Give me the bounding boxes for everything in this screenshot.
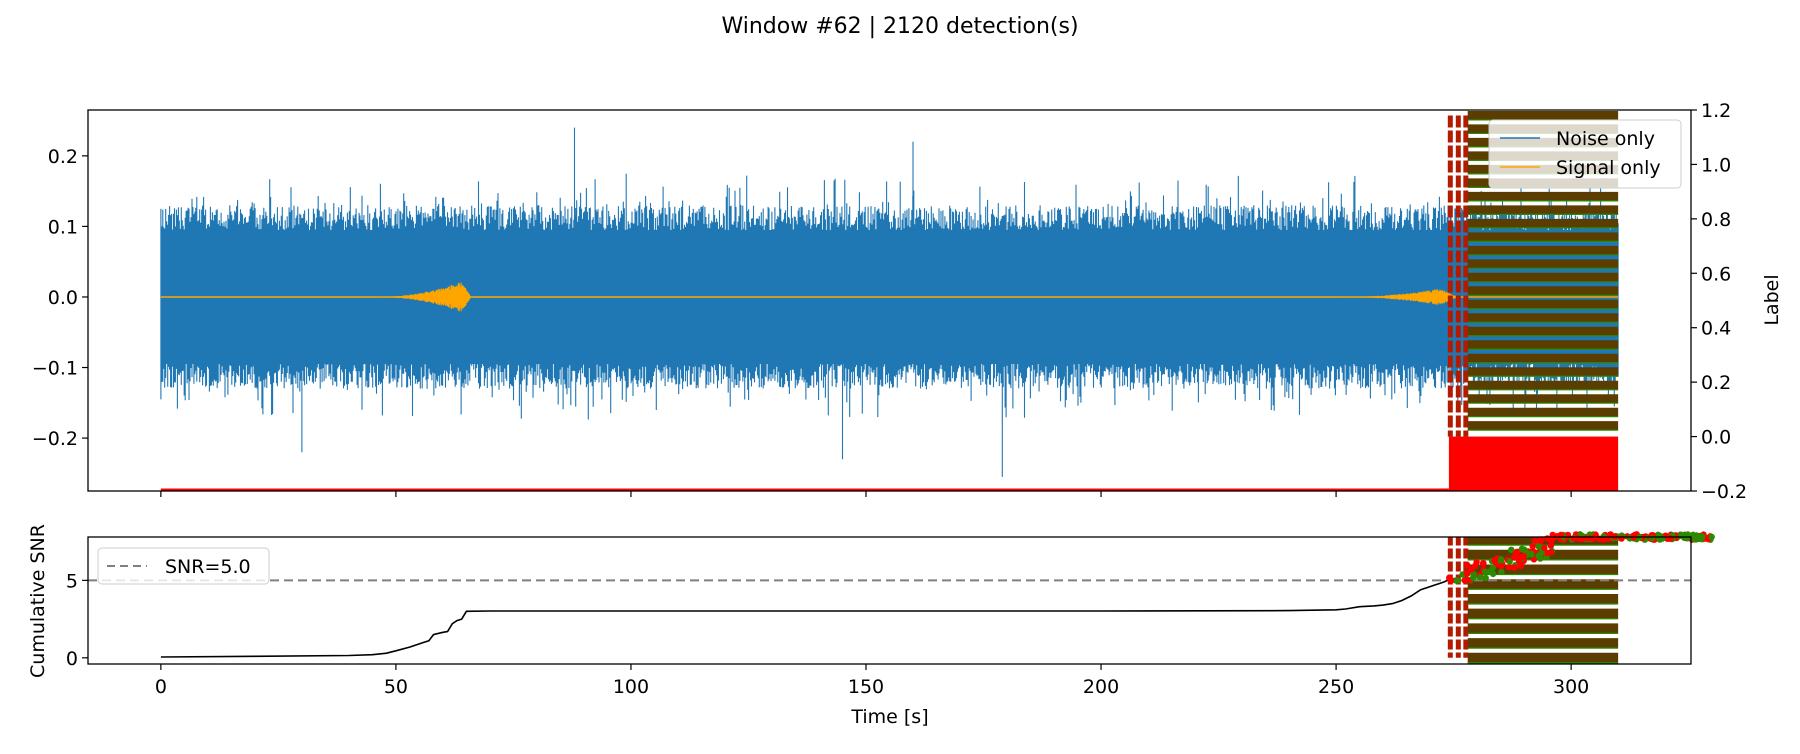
detection-point	[1520, 552, 1528, 560]
detection-point	[1667, 535, 1674, 542]
detection-point	[1505, 563, 1513, 571]
detection-point	[1491, 556, 1498, 564]
x-tick-label: 150	[848, 676, 884, 698]
detection-point	[1468, 566, 1475, 573]
legend-noise-label: Noise only	[1556, 128, 1655, 150]
detection-point	[1463, 570, 1471, 577]
detection-point	[1684, 531, 1692, 538]
snr-x-ticks: 0 50 100 150 200 250 300	[155, 664, 1589, 698]
detection-point	[1530, 556, 1538, 563]
waveform-x-ticks	[160, 491, 1572, 497]
detection-point	[1599, 536, 1607, 543]
detection-point	[1518, 545, 1526, 552]
legend-signal-label: Signal only	[1556, 157, 1661, 179]
snr-legend: SNR=5.0	[97, 547, 270, 585]
y2-tick-label: −0.2	[1701, 481, 1747, 503]
detection-point	[1527, 550, 1535, 558]
detection-point	[1517, 562, 1524, 569]
detection-point	[1531, 537, 1539, 544]
detection-point	[1515, 557, 1523, 565]
detection-point	[1648, 535, 1656, 542]
detection-point	[1656, 536, 1664, 543]
y2-tick-label: 0.0	[1701, 427, 1731, 449]
detection-point	[1541, 544, 1548, 552]
detection-point	[1498, 568, 1505, 576]
detection-point	[1511, 564, 1518, 571]
detection-scatter	[1446, 531, 1715, 584]
legend-threshold-label: SNR=5.0	[165, 556, 251, 578]
y2-tick-label: 0.8	[1701, 209, 1731, 231]
detection-point	[1548, 538, 1555, 545]
signal-waveform	[160, 282, 1619, 312]
detection-point	[1691, 535, 1699, 543]
detection-markers-top	[160, 110, 1619, 491]
x-tick-label: 200	[1083, 676, 1119, 698]
detection-point	[1586, 535, 1593, 542]
detection-point	[1535, 552, 1542, 559]
y-tick-label: 0.1	[48, 216, 78, 238]
snr-axes-frame	[87, 536, 1692, 665]
detection-point	[1548, 548, 1555, 556]
detection-point	[1529, 543, 1536, 550]
x-tick-label: 100	[613, 676, 649, 698]
snr-y-ticks: 05	[66, 570, 88, 670]
detection-point	[1535, 543, 1543, 550]
detection-point	[1461, 577, 1468, 584]
noise-waveform	[160, 127, 1619, 477]
detection-point	[1489, 570, 1497, 578]
detection-point	[1482, 574, 1489, 582]
snr-y-tick-label: 0	[66, 648, 78, 670]
y2-tick-label: 0.2	[1701, 372, 1731, 394]
y2-tick-label: 1.2	[1701, 100, 1731, 122]
detection-point	[1489, 564, 1497, 571]
detection-point	[1481, 568, 1489, 576]
y2-tick-label: 0.6	[1701, 263, 1731, 285]
x-tick-label: 0	[155, 676, 167, 698]
detection-point	[1498, 562, 1505, 570]
label-block	[1448, 436, 1619, 491]
detection-point	[1480, 560, 1487, 567]
detection-point	[1508, 546, 1515, 553]
detection-point	[1447, 577, 1455, 584]
cumulative-snr-line	[160, 578, 1450, 658]
detection-point	[1697, 534, 1705, 542]
waveform-legend: Noise only Signal only	[1488, 119, 1682, 189]
detection-point	[1452, 577, 1459, 584]
detection-point	[1477, 574, 1484, 581]
detection-point	[1708, 533, 1715, 541]
y-tick-label: −0.1	[32, 358, 78, 380]
waveform-axes-frame	[87, 109, 1692, 492]
detection-point	[1464, 561, 1471, 569]
x-tick-label: 300	[1553, 676, 1589, 698]
signal-burst-0	[376, 282, 472, 312]
detection-point	[1506, 558, 1513, 565]
x-tick-label: 50	[384, 676, 408, 698]
label-axis-label: Label	[1761, 274, 1783, 325]
x-axis-label: Time [s]	[850, 706, 928, 728]
snr-y-tick-label: 5	[66, 570, 78, 592]
label-y-ticks: −0.2 0.0 0.2 0.4 0.6 0.8 1.0 1.2	[1691, 100, 1747, 503]
y-tick-label: 0.2	[48, 146, 78, 168]
x-tick-label: 250	[1318, 676, 1354, 698]
detection-point	[1570, 535, 1577, 542]
y2-tick-label: 0.4	[1701, 318, 1731, 340]
waveform-y-ticks: −0.2 −0.1 0.0 0.1 0.2	[32, 146, 88, 450]
snr-axis-label: Cumulative SNR	[27, 524, 49, 678]
figure-title: Window #62 | 2120 detection(s)	[721, 14, 1078, 39]
signal-burst-1	[1343, 289, 1459, 305]
y2-tick-label: 1.0	[1701, 154, 1731, 176]
y-tick-label: −0.2	[32, 428, 78, 450]
detection-markers-bottom	[1447, 537, 1619, 664]
detection-point	[1470, 574, 1477, 581]
detection-point	[1473, 559, 1480, 566]
detection-point	[1512, 550, 1519, 557]
y-tick-label: 0.0	[48, 287, 78, 309]
